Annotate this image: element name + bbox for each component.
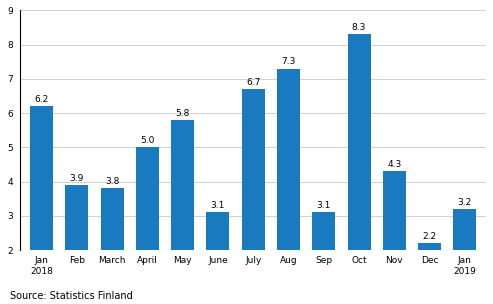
Bar <box>454 209 476 250</box>
Text: 6.7: 6.7 <box>246 78 260 87</box>
Text: 3.1: 3.1 <box>211 201 225 210</box>
Bar <box>136 147 159 250</box>
Bar <box>418 243 441 250</box>
Bar <box>30 106 53 250</box>
Text: 3.1: 3.1 <box>317 201 331 210</box>
Bar <box>383 171 406 250</box>
Bar <box>277 69 300 250</box>
Text: 3.8: 3.8 <box>105 177 119 186</box>
Text: 5.8: 5.8 <box>176 109 190 118</box>
Bar <box>65 185 88 250</box>
Text: 2.2: 2.2 <box>423 232 437 241</box>
Bar <box>207 212 229 250</box>
Text: 8.3: 8.3 <box>352 23 366 32</box>
Bar <box>242 89 265 250</box>
Text: 3.2: 3.2 <box>458 198 472 207</box>
Text: 4.3: 4.3 <box>387 160 401 169</box>
Bar <box>101 188 124 250</box>
Bar <box>348 34 371 250</box>
Bar <box>312 212 335 250</box>
Text: 6.2: 6.2 <box>35 95 49 104</box>
Text: 3.9: 3.9 <box>70 174 84 183</box>
Text: 5.0: 5.0 <box>140 136 154 145</box>
Bar <box>171 120 194 250</box>
Text: Source: Statistics Finland: Source: Statistics Finland <box>10 291 133 301</box>
Text: 7.3: 7.3 <box>282 57 296 66</box>
